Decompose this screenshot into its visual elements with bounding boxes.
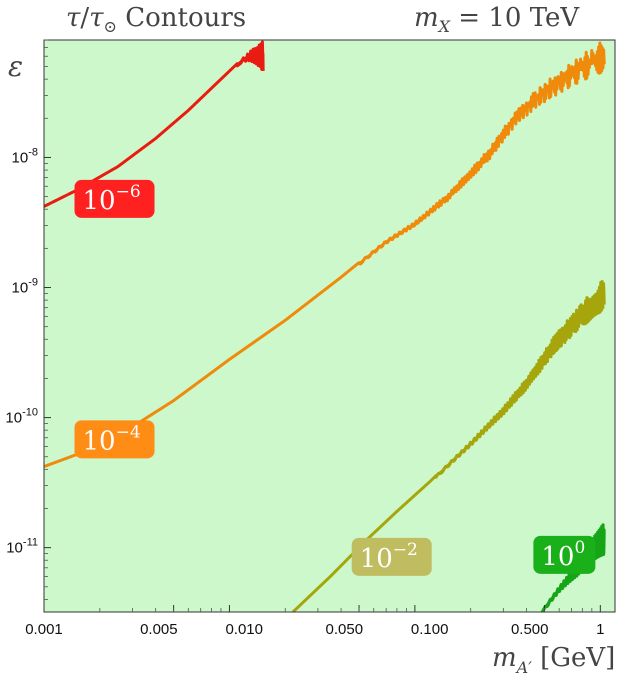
series-label-box [533,535,596,574]
series-label-box [74,179,155,218]
y-tick-label: 10-11 [6,537,38,557]
plot-frame [43,39,616,613]
x-tick-label: 0.100 [411,621,449,638]
chart-title: τ/τ⊙ Contours [66,3,246,36]
series-label-1: 10−4 [74,420,155,459]
y-tick-label: 10-10 [5,407,38,427]
series-label-0: 10−6 [74,179,155,218]
x-tick-label: 0.500 [511,621,549,638]
series-label-text: 10−6 [83,182,141,216]
y-tick-label: 10-8 [12,146,38,166]
series-label-3: 100 [533,535,596,574]
x-tick-label: 0.005 [140,621,178,638]
series-label-text: 100 [541,538,585,572]
y-axis-label: ε [8,50,23,83]
series-line-2 [291,279,606,612]
series-label-layer: 10−6 10−4 10−2 100 [74,179,596,576]
x-tick-label: 1 [596,621,604,638]
series-label-box [74,420,155,459]
axis-layer: 0.001 0.005 0.010 0.050 0.100 0.500 1 10-8 10-9 1… [5,39,616,638]
series-label-text: 10−2 [360,540,418,574]
x-axis-label: mA′ [GeV] [492,643,615,677]
x-tick-label: 0.050 [326,621,364,638]
plot-background [44,40,615,612]
series-label-box [351,537,432,576]
y-tick-label: 10-9 [12,277,38,297]
series-label-2: 10−2 [351,537,432,576]
x-tick-label: 0.010 [225,621,263,638]
chart-subtitle: mX = 10 TeV [414,3,580,36]
series-label-text: 10−4 [83,422,141,456]
x-tick-label: 0.001 [25,621,63,638]
